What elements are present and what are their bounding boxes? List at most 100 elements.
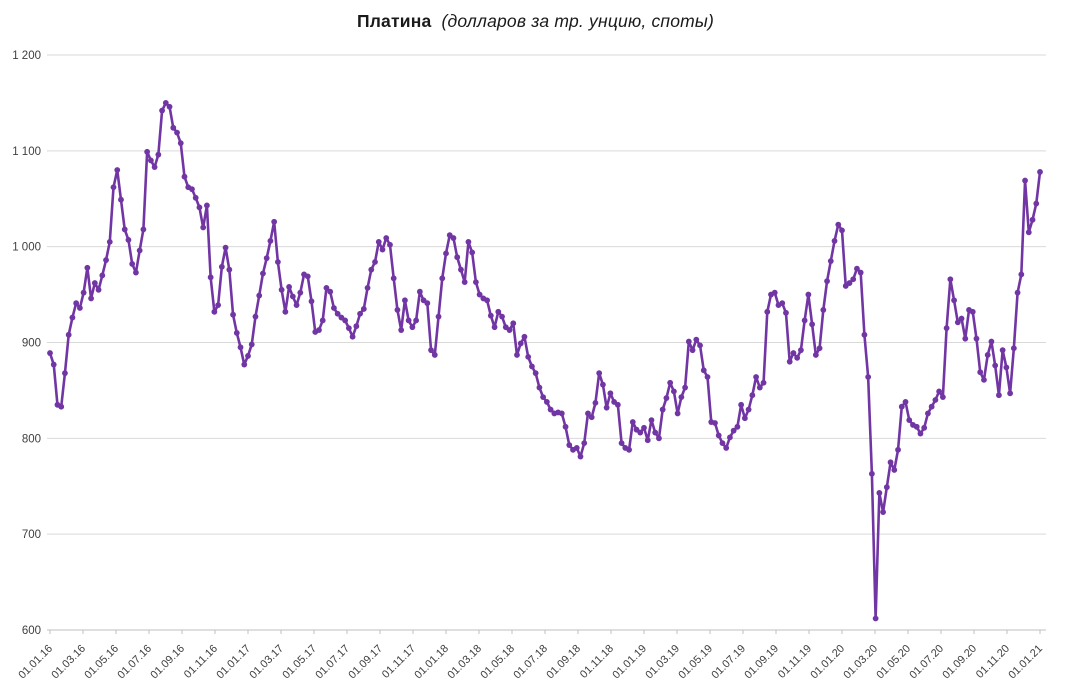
data-point-marker	[151, 164, 158, 171]
data-point-marker	[245, 353, 251, 359]
x-tick-label: 01.03.16	[49, 643, 88, 682]
x-tick-label: 01.11.18	[578, 643, 616, 681]
data-point-marker	[827, 258, 834, 264]
data-point-marker	[342, 317, 349, 324]
x-tick-label: 01.05.19	[676, 643, 715, 682]
data-point-marker	[936, 388, 943, 395]
data-point-marker	[349, 333, 356, 340]
data-point-marker	[84, 264, 91, 271]
data-point-marker	[943, 325, 950, 332]
y-tick-label: 1 100	[12, 146, 41, 158]
data-point-marker	[1029, 216, 1036, 223]
data-point-marker	[510, 320, 517, 327]
data-point-marker	[372, 259, 378, 265]
data-point-marker	[159, 107, 165, 114]
data-point-marker	[282, 308, 289, 315]
data-point-marker	[469, 249, 476, 256]
data-point-marker	[192, 194, 199, 201]
x-tick-label: 01.07.16	[115, 643, 154, 682]
data-point-marker	[80, 289, 87, 296]
y-tick-label: 600	[22, 625, 41, 637]
x-tick-label: 01.11.19	[776, 643, 814, 681]
data-point-marker	[443, 250, 449, 257]
data-point-marker	[327, 288, 334, 295]
data-point-marker	[592, 399, 599, 406]
data-point-marker	[271, 218, 278, 225]
data-point-marker	[1022, 177, 1028, 184]
data-point-marker	[891, 467, 898, 473]
data-point-marker	[125, 237, 132, 243]
data-point-marker	[816, 345, 823, 352]
data-point-marker	[618, 440, 625, 447]
data-point-marker	[880, 509, 886, 516]
data-point-marker	[928, 403, 935, 410]
data-point-marker	[402, 297, 408, 304]
data-point-marker	[289, 293, 296, 300]
data-point-marker	[416, 288, 423, 295]
data-point-marker	[263, 255, 270, 262]
y-tick-label: 900	[22, 338, 41, 350]
data-point-marker	[110, 184, 117, 191]
data-point-marker	[693, 336, 700, 343]
x-tick-label: 01.07.18	[511, 643, 550, 682]
y-tick-label: 700	[22, 529, 41, 541]
data-point-marker	[1018, 271, 1025, 278]
data-point-marker	[439, 275, 446, 282]
data-point-marker	[712, 420, 718, 426]
data-point-marker	[103, 257, 109, 263]
data-point-marker	[133, 269, 139, 276]
data-point-marker	[506, 327, 513, 333]
data-point-marker	[861, 331, 868, 338]
data-point-marker	[461, 279, 468, 286]
data-point-marker	[801, 317, 808, 324]
data-point-marker	[730, 427, 737, 434]
y-tick-label: 800	[22, 433, 41, 445]
data-point-marker	[674, 410, 681, 417]
data-point-marker	[917, 430, 924, 437]
data-point-marker	[166, 103, 173, 110]
x-tick-label: 01.01.18	[412, 643, 451, 682]
data-point-marker	[1007, 390, 1014, 397]
data-point-marker	[129, 261, 136, 267]
data-point-marker	[476, 291, 483, 298]
data-point-marker	[932, 397, 939, 403]
data-point-marker	[532, 370, 539, 377]
data-point-marker	[906, 417, 913, 424]
data-point-marker	[260, 270, 266, 277]
data-point-marker	[91, 280, 98, 286]
data-point-marker	[738, 401, 745, 408]
x-tick-label: 01.09.17	[346, 643, 385, 682]
data-point-marker	[585, 410, 591, 417]
data-point-marker	[136, 247, 143, 254]
data-point-marker	[824, 278, 830, 285]
data-point-marker	[659, 406, 666, 413]
data-point-marker	[368, 266, 375, 273]
data-point-marker	[140, 226, 147, 233]
data-point-marker	[723, 445, 730, 451]
data-point-marker	[614, 401, 621, 408]
data-point-marker	[431, 352, 438, 358]
data-point-marker	[536, 384, 543, 391]
data-point-marker	[600, 381, 606, 388]
data-point-marker	[812, 352, 819, 358]
data-point-marker	[835, 221, 842, 228]
x-tick-label: 01.09.19	[742, 643, 781, 682]
y-tick-label: 1 200	[12, 50, 41, 62]
data-point-marker	[988, 338, 995, 345]
data-point-marker	[118, 196, 124, 203]
data-point-marker	[902, 399, 909, 405]
x-tick-label: 01.05.17	[280, 643, 319, 682]
data-point-marker	[409, 324, 416, 331]
data-point-marker	[809, 321, 816, 328]
x-tick-label: 01.09.16	[148, 643, 187, 682]
data-point-marker	[428, 347, 434, 354]
data-point-marker	[147, 157, 154, 164]
data-point-marker	[921, 424, 928, 431]
data-point-marker	[248, 341, 255, 348]
data-point-marker	[641, 424, 647, 431]
data-point-marker	[596, 370, 603, 377]
data-point-marker	[741, 415, 748, 422]
data-point-marker	[566, 442, 573, 448]
data-point-marker	[839, 227, 845, 234]
data-point-marker	[704, 374, 711, 380]
